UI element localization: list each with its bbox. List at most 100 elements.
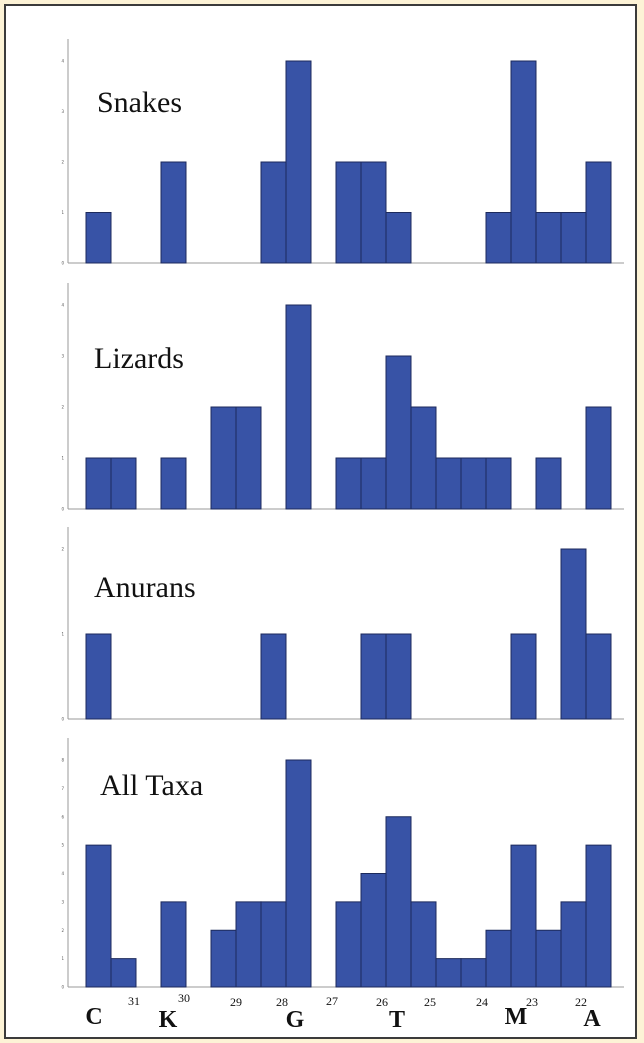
- panel-title-snakes: Snakes: [97, 86, 182, 119]
- y-tick-label: 3: [61, 354, 64, 359]
- bar: [560, 548, 587, 720]
- bar: [535, 457, 562, 510]
- y-tick-label: 7: [61, 786, 64, 791]
- y-tick-label: 1: [61, 210, 64, 215]
- bar: [485, 457, 512, 510]
- y-tick-label: 6: [61, 814, 64, 819]
- y-tick-label: 0: [61, 507, 64, 512]
- bar: [210, 929, 237, 988]
- y-tick-label: 2: [61, 928, 64, 933]
- bar: [535, 212, 562, 264]
- x-axis-number-label: 26: [376, 995, 388, 1009]
- bar: [560, 901, 587, 988]
- bar: [210, 406, 237, 510]
- bar: [460, 457, 487, 510]
- bar: [110, 958, 137, 988]
- x-axis-number-label: 28: [276, 995, 288, 1009]
- bar: [585, 633, 612, 720]
- bar: [585, 844, 612, 988]
- bar: [160, 901, 187, 988]
- x-axis-letter-label: T: [389, 1007, 405, 1033]
- panel-all-taxa: All Taxa 0 1 2 3 4 5 6 7 8: [61, 738, 624, 990]
- panel-title-lizards: Lizards: [94, 342, 184, 375]
- x-axis-letter-label: M: [505, 1004, 528, 1030]
- y-tick-label: 3: [61, 899, 64, 904]
- bar: [360, 457, 387, 510]
- bar: [385, 355, 412, 510]
- panel-snakes: Snakes 0 1 2 3 4: [61, 39, 624, 266]
- panel-title-anurans: Anurans: [94, 571, 196, 604]
- x-axis-letter-label: A: [583, 1006, 601, 1032]
- y-tick-label: 1: [61, 456, 64, 461]
- x-axis-number-label: 24: [476, 995, 488, 1009]
- x-axis-number-label: 25: [424, 995, 436, 1009]
- bar: [85, 457, 112, 510]
- x-axis-labels: 31 30 29 28 27 26 25 24 23 22 C K G T M A: [85, 991, 601, 1033]
- bar: [260, 161, 287, 264]
- x-axis-number-label: 27: [326, 994, 338, 1008]
- bar: [110, 457, 137, 510]
- y-tick-label: 0: [61, 717, 64, 722]
- bar: [85, 633, 112, 720]
- bar: [510, 60, 537, 264]
- y-tick-label: 5: [61, 843, 64, 848]
- bar: [285, 60, 312, 264]
- y-tick-label: 2: [61, 547, 64, 552]
- y-tick-label: 4: [61, 303, 64, 308]
- bar: [510, 844, 537, 988]
- bar: [160, 457, 187, 510]
- bar: [510, 633, 537, 720]
- bar: [485, 929, 512, 988]
- y-tick-label: 8: [61, 758, 64, 763]
- x-axis-number-label: 22: [575, 995, 587, 1009]
- bar: [285, 304, 312, 510]
- bar: [85, 212, 112, 264]
- y-tick-label: 2: [61, 405, 64, 410]
- bar: [235, 406, 262, 510]
- bar: [335, 161, 362, 264]
- panel-lizards: Lizards 0 1 2 3 4: [61, 283, 624, 512]
- bar: [85, 844, 112, 988]
- bar: [360, 873, 387, 988]
- bar: [360, 633, 387, 720]
- bar: [460, 958, 487, 988]
- bar: [410, 406, 437, 510]
- bar: [560, 212, 587, 264]
- y-tick-label: 0: [61, 261, 64, 266]
- bar: [335, 901, 362, 988]
- bar: [585, 161, 612, 264]
- x-axis-number-label: 29: [230, 995, 242, 1009]
- bar: [385, 212, 412, 264]
- panel-title-all-taxa: All Taxa: [100, 769, 203, 802]
- x-axis-number-label: 30: [178, 991, 190, 1005]
- bar: [535, 929, 562, 988]
- bar: [260, 901, 287, 988]
- bar: [435, 457, 462, 510]
- bar: [385, 633, 412, 720]
- x-axis-number-label: 31: [128, 994, 140, 1008]
- x-axis-letter-label: C: [85, 1004, 102, 1030]
- bar: [385, 816, 412, 988]
- y-tick-label: 3: [61, 109, 64, 114]
- y-tick-label: 4: [61, 871, 64, 876]
- bar: [435, 958, 462, 988]
- y-tick-label: 4: [61, 59, 64, 64]
- bar: [410, 901, 437, 988]
- panel-anurans: Anurans 0 1 2: [61, 527, 624, 722]
- bar: [585, 406, 612, 510]
- bar: [360, 161, 387, 264]
- x-axis-number-label: 23: [526, 995, 538, 1009]
- bar: [335, 457, 362, 510]
- bar: [260, 633, 287, 720]
- bar: [160, 161, 187, 264]
- y-tick-label: 1: [61, 632, 64, 637]
- bar: [235, 901, 262, 988]
- x-axis-letter-label: G: [286, 1007, 305, 1033]
- bar: [485, 212, 512, 264]
- y-tick-label: 0: [61, 985, 64, 990]
- x-axis-letter-label: K: [159, 1007, 178, 1033]
- bar: [285, 759, 312, 988]
- y-tick-label: 2: [61, 160, 64, 165]
